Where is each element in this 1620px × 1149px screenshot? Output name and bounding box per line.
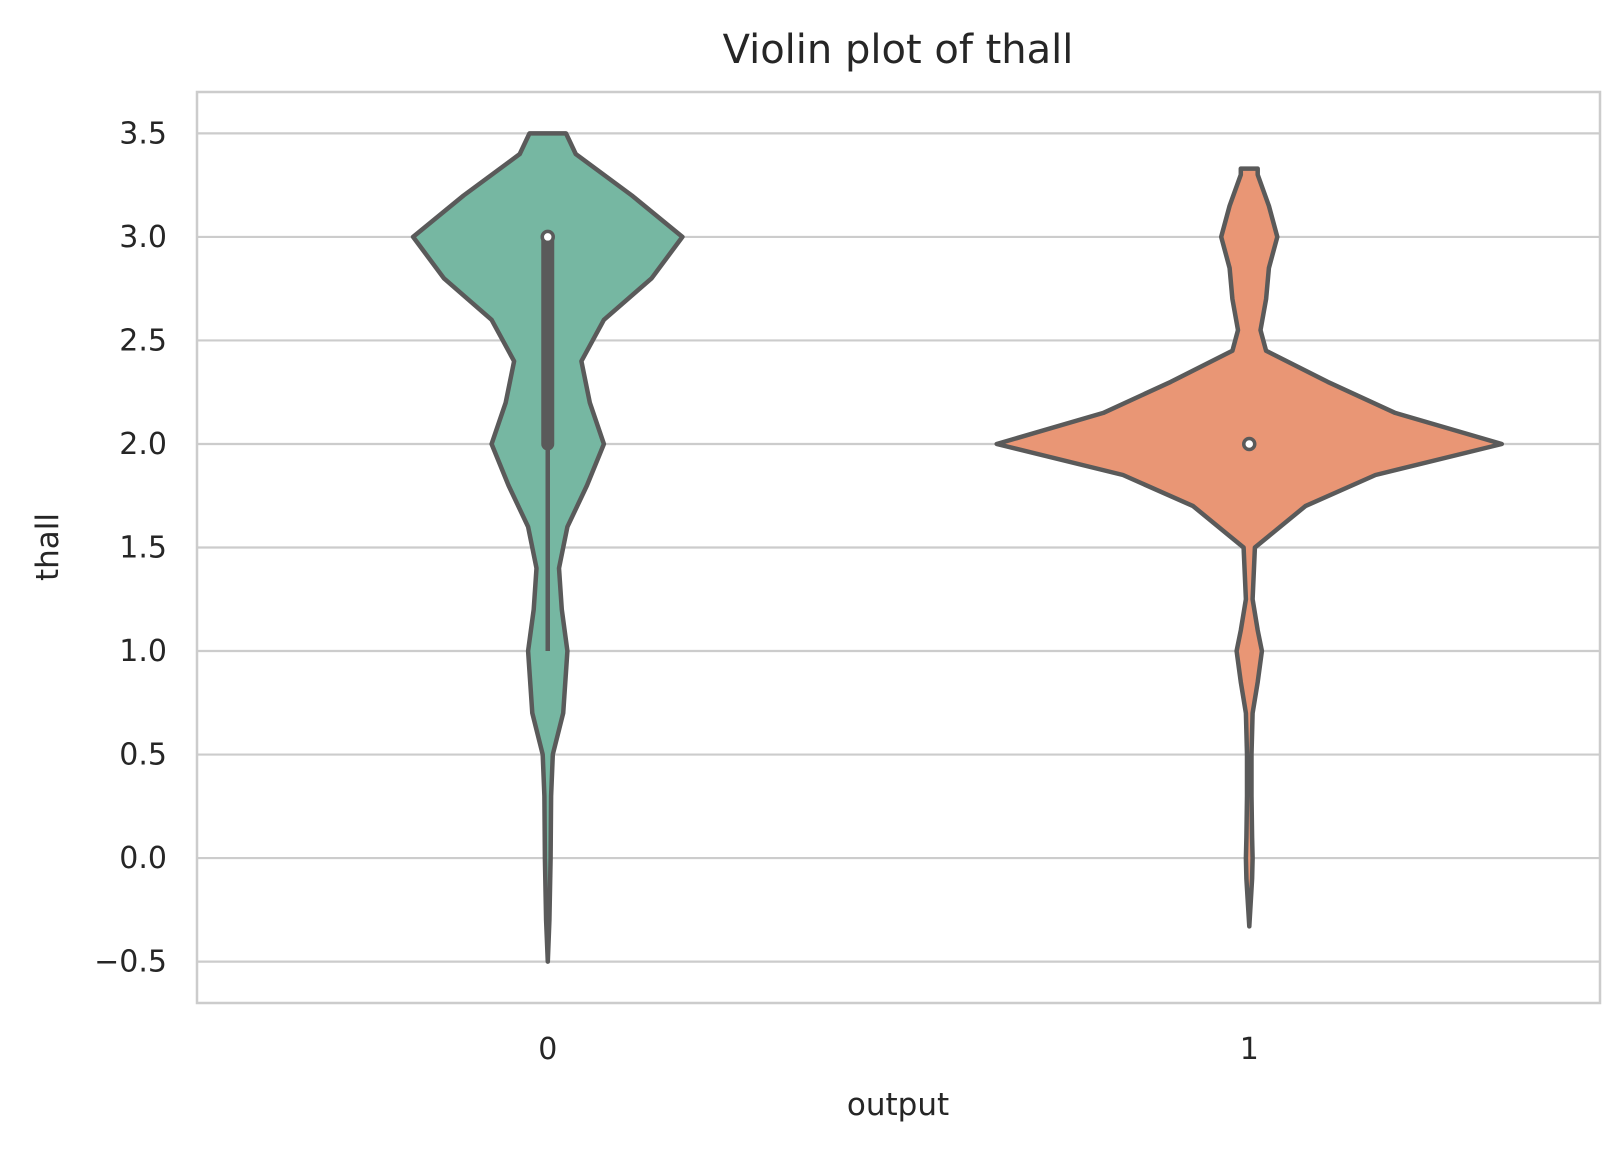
y-tick-label: 2.0 — [119, 427, 167, 462]
grid-lines — [197, 132, 1600, 963]
violin-median — [540, 229, 555, 245]
y-tick-label: 1.5 — [119, 531, 167, 566]
y-tick-label: 2.5 — [119, 323, 167, 358]
violin-1 — [994, 166, 1505, 929]
plot-frame — [195, 90, 1602, 1005]
x-axis-label: output — [847, 1087, 949, 1123]
y-tick-label: 3.0 — [119, 220, 167, 255]
chart-title: Violin plot of thall — [723, 27, 1074, 73]
y-tick-labels: −0.5 0.0 0.5 1.0 1.5 2.0 2.5 3.0 3.5 — [94, 116, 167, 979]
violin-median — [1242, 436, 1257, 452]
y-tick-label: 3.5 — [119, 116, 167, 151]
y-axis-label: thall — [30, 513, 66, 581]
y-tick-label: 0.0 — [119, 841, 167, 876]
x-tick-label: 1 — [1240, 1032, 1259, 1067]
y-tick-label: 1.0 — [119, 634, 167, 669]
violins — [410, 131, 1505, 964]
x-tick-label: 0 — [538, 1032, 557, 1067]
y-tick-label: 0.5 — [119, 738, 167, 773]
y-tick-label: −0.5 — [94, 945, 167, 980]
